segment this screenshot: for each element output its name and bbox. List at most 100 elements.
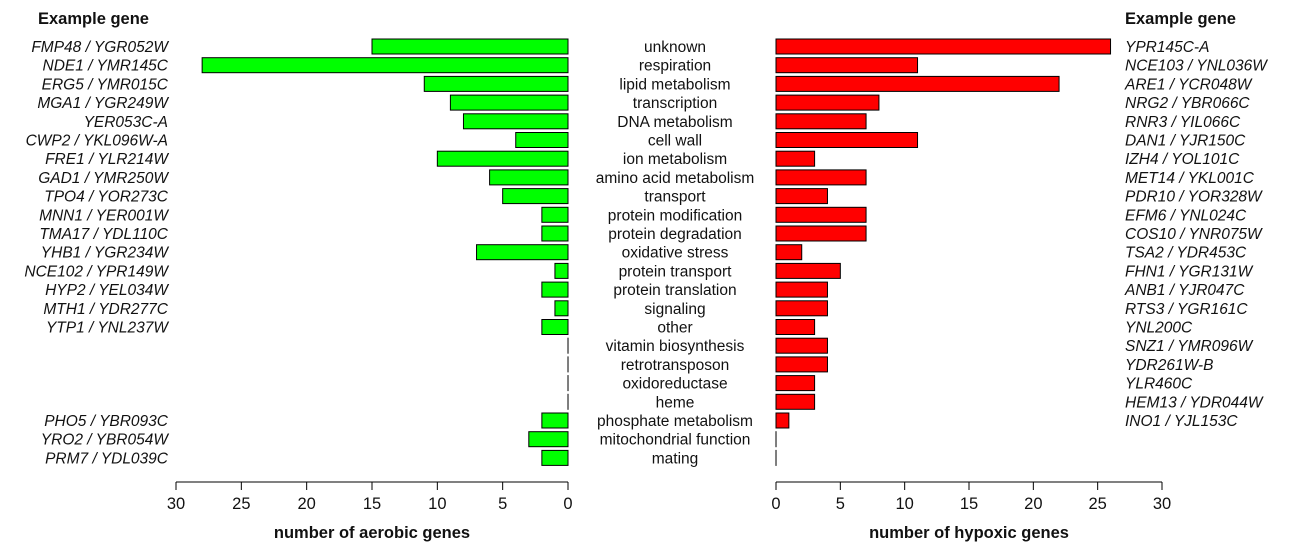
aerobic-example-gene: TPO4 / YOR273C [44,189,169,206]
aerobic-example-gene: MTH1 / YDR277C [43,301,168,318]
category-label: lipid metabolism [619,76,730,93]
hypoxic-tick-label: 25 [1088,495,1106,513]
aerobic-example-gene: YTP1 / YNL237W [46,320,169,337]
aerobic-tick-label: 10 [428,495,446,513]
hypoxic-bar [775,281,828,298]
hypoxic-example-gene: SNZ1 / YMR096W [1125,338,1254,355]
aerobic-example-gene: YER053C-A [84,114,168,131]
aerobic-bar [541,281,569,298]
hypoxic-example-gene: FHN1 / YGR131W [1125,263,1254,280]
hypoxic-bar [775,169,867,186]
aerobic-bar [201,57,569,74]
aerobic-example-gene: NCE102 / YPR149W [24,263,169,280]
hypoxic-example-gene-header: Example gene [1125,10,1236,28]
aerobic-example-gene: PHO5 / YBR093C [44,413,169,430]
category-label: amino acid metabolism [596,170,755,187]
hypoxic-bar [775,337,828,354]
hypoxic-example-gene: DAN1 / YJR150C [1125,133,1246,150]
hypoxic-bar [775,150,816,167]
hypoxic-bar [775,300,828,317]
hypoxic-bar [775,206,867,223]
aerobic-bar [541,225,569,242]
category-label: protein translation [613,282,736,299]
hypoxic-example-gene: ARE1 / YCR048W [1124,76,1253,93]
hypoxic-example-gene: YNL200C [1125,320,1193,337]
hypoxic-tick-label: 0 [771,495,780,513]
aerobic-tick-label: 20 [297,495,315,513]
hypoxic-tick-label: 30 [1153,495,1171,513]
category-label: oxidoreductase [622,376,727,393]
category-label: protein transport [619,263,733,280]
category-label: protein degradation [608,226,742,243]
aerobic-bar [515,132,569,148]
hypoxic-bar [775,57,919,74]
hypoxic-example-gene: INO1 / YJL153C [1125,413,1238,430]
aerobic-bar [541,206,569,223]
hypoxic-axis-title: number of hypoxic genes [869,524,1069,542]
category-label: transport [644,189,706,206]
aerobic-bar [541,319,569,335]
hypoxic-bar [775,225,867,242]
hypoxic-bar [775,412,790,429]
aerobic-example-gene: NDE1 / YMR145C [43,58,169,75]
hypoxic-panel: Example gene YPR145C-A NCE103 / YNL036WARE… [771,10,1268,542]
category-label: DNA metabolism [617,114,732,131]
hypoxic-example-gene: TSA2 / YDR453C [1125,245,1247,262]
aerobic-bar [528,431,569,448]
aerobic-panel: Example gene FMP48 / YGR052W NDE1 / YMR145… [24,10,572,542]
category-label: phosphate metabolism [597,413,753,430]
category-label: transcription [633,95,717,112]
aerobic-bar [541,449,569,466]
category-label: heme [656,394,695,411]
hypoxic-bar [775,393,816,410]
aerobic-bar [462,113,569,130]
category-label: unknown [644,39,706,56]
hypoxic-example-gene: NCE103 / YNL036W [1125,58,1268,75]
hypoxic-example-gene: NRG2 / YBR066C [1125,95,1250,112]
hypoxic-tick-label: 15 [960,495,978,513]
hypoxic-example-gene: EFM6 / YNL024C [1125,207,1247,224]
hypoxic-bar [775,375,816,392]
hypoxic-tick-label: 20 [1024,495,1042,513]
hypoxic-bar [775,262,841,279]
aerobic-bar [489,169,569,186]
aerobic-bar [554,262,569,279]
aerobic-example-gene: HYP2 / YEL034W [45,282,169,299]
hypoxic-example-gene: IZH4 / YOL101C [1125,151,1240,168]
aerobic-example-gene: YRO2 / YBR054W [41,432,170,449]
category-label: cell wall [648,133,702,150]
aerobic-tick-label: 0 [563,495,572,513]
hypoxic-example-gene: ANB1 / YJR047C [1124,282,1245,299]
hypoxic-bar [775,113,867,130]
hypoxic-example-gene: HEM13 / YDR044W [1125,394,1264,411]
aerobic-tick-label: 15 [363,495,381,513]
hypoxic-tick-label: 10 [895,495,913,513]
aerobic-example-gene-header: Example gene [38,10,149,28]
hypoxic-bar [775,188,828,205]
category-label: retrotransposon [621,357,730,374]
hypoxic-example-gene: RNR3 / YIL066C [1125,114,1241,131]
category-label: other [657,320,692,337]
aerobic-bar [502,188,569,205]
aerobic-bar [436,150,569,167]
hypoxic-bar [775,38,1112,55]
aerobic-bar [476,244,569,261]
category-label: vitamin biosynthesis [606,338,745,355]
hypoxic-bar [775,94,880,111]
aerobic-example-gene: FMP48 / YGR052W [31,39,169,56]
hypoxic-example-gene: YPR145C-A [1125,39,1209,56]
aerobic-tick-label: 25 [232,495,250,513]
aerobic-example-gene: MGA1 / YGR249W [37,95,169,112]
hypoxic-example-gene: RTS3 / YGR161C [1125,301,1248,318]
aerobic-bar [423,75,569,92]
hypoxic-bar [775,356,828,373]
hypoxic-bar [775,132,919,148]
hypoxic-bar [775,244,803,261]
category-label: mitochondrial function [600,432,751,449]
hypoxic-example-gene: MET14 / YKL001C [1125,170,1255,187]
hypoxic-bar [775,75,1060,92]
aerobic-axis-title: number of aerobic genes [274,524,470,542]
hypoxic-example-gene: COS10 / YNR075W [1125,226,1263,243]
